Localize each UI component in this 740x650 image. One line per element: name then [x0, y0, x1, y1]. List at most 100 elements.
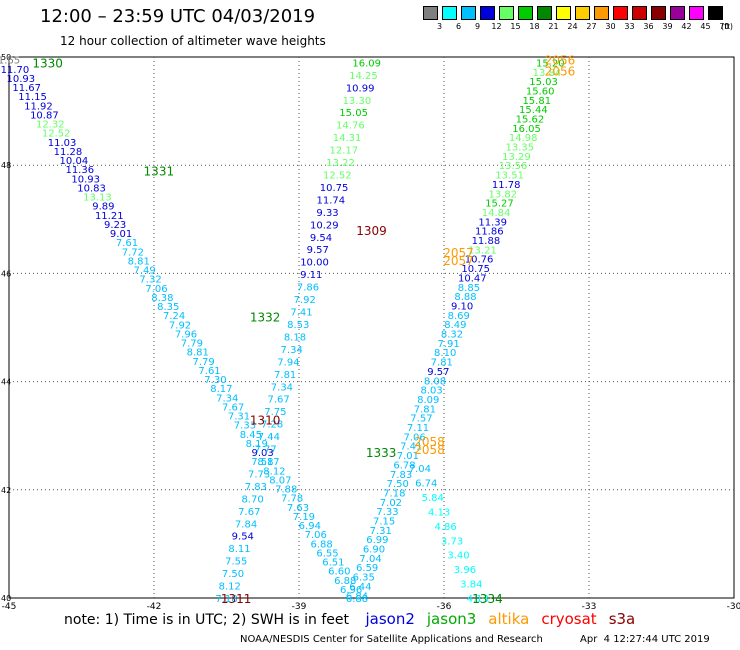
- wave-height-value: 7.55: [225, 557, 247, 568]
- wave-height-value: 15.44: [519, 105, 548, 116]
- wave-height-value: 8.85: [458, 283, 480, 294]
- wave-height-value: 11.39: [478, 217, 507, 228]
- wave-height-value: 9.89: [92, 202, 114, 213]
- wave-height-value: 9.54: [310, 233, 332, 244]
- wave-height-value: 8.17: [257, 457, 279, 468]
- legend-swatch: [518, 6, 533, 20]
- wave-height-value: 12.32: [36, 120, 65, 131]
- wave-height-value: 13.51: [495, 171, 524, 182]
- map-subtitle: 12 hour collection of altimeter wave hei…: [60, 34, 326, 48]
- legend-swatch: [480, 6, 495, 20]
- pass-number-label: 1330: [32, 56, 63, 70]
- wave-height-value: 7.41: [400, 442, 422, 453]
- wave-height-value: 7.31: [370, 526, 392, 537]
- wave-height-value: 7.81: [431, 358, 453, 369]
- wave-height-value: 13.21: [468, 245, 497, 256]
- wave-height-value: 8.08: [424, 376, 446, 387]
- wave-height-value: 7.02: [380, 498, 402, 509]
- pass-number-label: 2057: [443, 254, 474, 268]
- legend-swatch: [689, 6, 704, 20]
- wave-height-value: 14.25: [349, 71, 378, 82]
- legend-label: 27: [586, 22, 597, 31]
- legend-label: 3: [436, 22, 443, 31]
- wave-height-value: 7.28: [261, 420, 283, 431]
- wave-height-value: 15.81: [522, 96, 551, 107]
- satellite-legend: jason2 jason3 altika cryosat s3a: [365, 610, 647, 628]
- legend-label: 9: [474, 22, 481, 31]
- wave-height-value: 7.91: [437, 339, 459, 350]
- wave-height-value: 7.79: [181, 339, 203, 350]
- wave-height-value: 13.82: [489, 189, 518, 200]
- wave-height-value: 3.40: [447, 551, 469, 562]
- wave-height-value: 6.59: [356, 563, 378, 574]
- wave-height-value: 7.31: [228, 412, 250, 423]
- map-title: 12:00 – 23:59 UTC 04/03/2019: [40, 6, 316, 27]
- pass-number-label: 2056: [545, 65, 576, 79]
- legend-swatch: [651, 6, 666, 20]
- wave-height-value: 7.34: [281, 345, 303, 356]
- wave-height-value: 6.90: [363, 545, 385, 556]
- wave-height-value: 7.96: [175, 329, 197, 340]
- wave-height-value: 11.86: [475, 227, 504, 238]
- wave-height-value: 13.30: [343, 96, 372, 107]
- pass-number-label: 1331: [144, 165, 175, 179]
- wave-height-value: 10.47: [458, 273, 487, 284]
- wave-height-value: 7.77: [254, 445, 276, 456]
- wave-height-value: 15.03: [529, 77, 558, 88]
- map-frame: [8, 56, 735, 599]
- pass-number-label: 2057: [443, 246, 474, 260]
- wave-height-value: 8.69: [448, 311, 470, 322]
- wave-height-value: 9.10: [451, 301, 473, 312]
- pass-number-label: 1311: [221, 592, 252, 606]
- legend-swatch: [613, 6, 628, 20]
- wave-height-value: 13.84: [533, 68, 562, 79]
- wave-height-value: 7.06: [305, 530, 327, 541]
- wave-height-value: 7.41: [290, 308, 312, 319]
- wave-height-value: 8.32: [441, 330, 463, 341]
- wave-height-value: 10.75: [320, 183, 349, 194]
- lat-tick-label: 40: [1, 594, 11, 603]
- wave-height-value: 7.86: [297, 283, 319, 294]
- wave-height-value: 8.09: [417, 395, 439, 406]
- lat-tick-label: 42: [1, 486, 11, 495]
- wave-height-value: 7.04: [409, 464, 431, 475]
- legend-swatch: [594, 6, 609, 20]
- wave-height-value: 7.50: [222, 569, 244, 580]
- wave-height-value: 8.38: [151, 293, 173, 304]
- wave-height-value: 6.60: [328, 567, 350, 578]
- wave-height-value: 4.86: [434, 522, 456, 533]
- lon-tick-label: -39: [292, 602, 307, 612]
- wave-height-value: 7.06: [145, 284, 167, 295]
- wave-height-value: 15.20: [536, 58, 565, 69]
- wave-height-value: 8.19: [246, 439, 268, 450]
- wave-height-value: 7.15: [373, 517, 395, 528]
- wave-height-value: 7.75: [264, 407, 286, 418]
- pass-number-label: 2056: [545, 54, 576, 68]
- pass-number-label: 2058: [414, 443, 445, 457]
- legend-label: 24: [567, 22, 578, 31]
- lon-tick-label: -42: [147, 602, 162, 612]
- pass-number-label: 1334: [472, 592, 503, 606]
- wave-height-value: 15.27: [485, 199, 514, 210]
- wave-height-value: 8.12: [263, 466, 285, 477]
- wave-height-value: 4.13: [428, 507, 450, 518]
- wave-height-value: 7.01: [397, 451, 419, 462]
- wave-height-value: 10.83: [77, 183, 106, 194]
- wave-height-value: 6.51: [322, 558, 344, 569]
- wave-height-value: 14.76: [336, 121, 365, 132]
- legend-label: 6: [455, 22, 462, 31]
- wave-height-value: 10.93: [6, 74, 35, 85]
- wave-height-value: 9.57: [307, 245, 329, 256]
- legend-unit: (ft): [721, 22, 734, 31]
- wave-height-value: 6.94: [299, 521, 321, 532]
- wave-height-value: 7.94: [277, 357, 299, 368]
- wave-height-value: 7.63: [287, 503, 309, 514]
- wave-height-value: 15.60: [526, 86, 555, 97]
- legend-swatch: [442, 6, 457, 20]
- wave-height-value: 8.70: [241, 494, 263, 505]
- wave-height-value: 11.67: [12, 83, 41, 94]
- wave-height-value: 10.29: [310, 220, 339, 231]
- legend-label: 30: [605, 22, 616, 31]
- wave-height-value: 7.32: [139, 275, 161, 286]
- lat-tick-label: 46: [1, 269, 11, 278]
